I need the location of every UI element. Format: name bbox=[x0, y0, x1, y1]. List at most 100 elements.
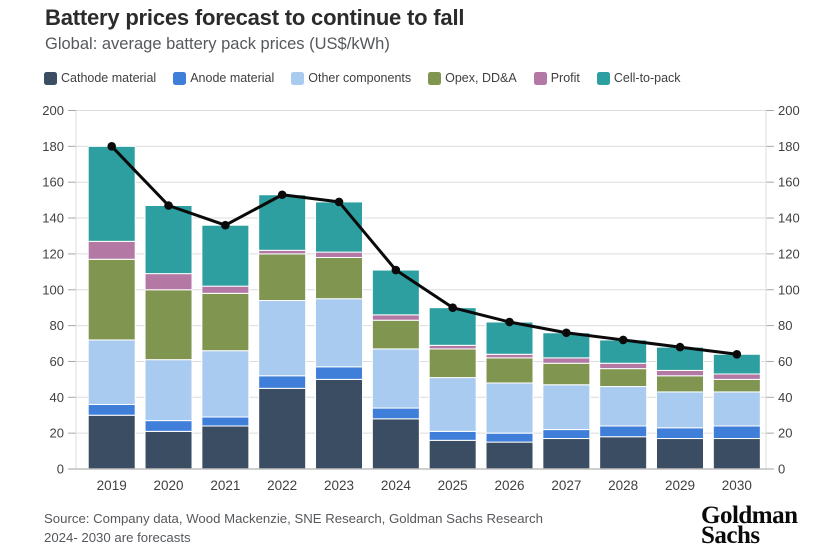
x-axis-label: 2028 bbox=[608, 478, 638, 493]
x-axis-label: 2022 bbox=[267, 478, 297, 493]
logo-line-1: Goldman bbox=[701, 502, 798, 529]
legend-label: Anode material bbox=[190, 71, 275, 85]
bar-segment-2027-1 bbox=[542, 429, 591, 440]
y-axis-label-left: 100 bbox=[42, 282, 64, 297]
bar-segment-2028-0 bbox=[599, 436, 648, 470]
bar-segment-2028-2 bbox=[599, 386, 648, 427]
bar-segment-2023-3 bbox=[315, 256, 364, 300]
bar-segment-2022-4 bbox=[258, 249, 307, 255]
x-axis-label: 2019 bbox=[97, 478, 127, 493]
legend-swatch-icon bbox=[291, 71, 305, 85]
legend: Cathode material Anode material Other comp… bbox=[44, 71, 681, 85]
logo-line-2: Sachs bbox=[701, 522, 760, 549]
bar-segment-2023-4 bbox=[315, 251, 364, 258]
bar-segment-2024-0 bbox=[371, 418, 420, 470]
bar-segment-2019-4 bbox=[87, 240, 136, 260]
x-axis-label: 2030 bbox=[722, 478, 752, 493]
bar-segment-2030-0 bbox=[712, 438, 761, 470]
bar-segment-2027-0 bbox=[542, 438, 591, 470]
line-marker-2029 bbox=[675, 342, 685, 352]
y-axis-label-right: 100 bbox=[778, 282, 800, 297]
y-axis-label-right: 20 bbox=[778, 426, 792, 441]
line-marker-2022 bbox=[277, 190, 287, 200]
legend-swatch-icon bbox=[428, 71, 442, 85]
bar-segment-2026-2 bbox=[485, 382, 534, 434]
line-marker-2030 bbox=[732, 349, 742, 359]
bar-segment-2027-4 bbox=[542, 357, 591, 364]
bar-segment-2029-1 bbox=[656, 427, 704, 440]
line-marker-2026 bbox=[505, 317, 514, 327]
y-axis-label-right: 180 bbox=[778, 139, 800, 154]
y-axis-label-right: 40 bbox=[778, 390, 792, 405]
legend-label: Cell-to-pack bbox=[613, 71, 681, 85]
bar-segment-2030-4 bbox=[712, 373, 761, 380]
legend-item-0: Cathode material bbox=[44, 71, 156, 85]
bar-segment-2023-0 bbox=[315, 378, 364, 470]
y-axis-label-right: 140 bbox=[778, 211, 800, 226]
bar-segment-2024-4 bbox=[371, 314, 420, 321]
bar-segment-2019-5 bbox=[87, 145, 136, 242]
bar-segment-2023-1 bbox=[315, 366, 364, 380]
y-axis-label-left: 140 bbox=[42, 211, 64, 226]
bar-segment-2023-2 bbox=[315, 298, 364, 368]
bar-segment-2028-1 bbox=[599, 425, 648, 438]
x-axis-label: 2025 bbox=[438, 478, 468, 493]
source-note: Source: Company data, Wood Mackenzie, SN… bbox=[44, 509, 543, 547]
bar-segment-2021-2 bbox=[201, 350, 250, 418]
line-marker-2024 bbox=[391, 265, 401, 275]
legend-swatch-icon bbox=[173, 71, 187, 85]
line-marker-2020 bbox=[164, 201, 173, 210]
bar-segment-2028-3 bbox=[599, 368, 648, 388]
y-axis-label-left: 180 bbox=[42, 139, 64, 154]
bar-segment-2024-1 bbox=[371, 407, 420, 420]
legend-item-4: Profit bbox=[533, 71, 580, 85]
legend-item-1: Anode material bbox=[173, 71, 274, 85]
bar-segment-2020-3 bbox=[144, 289, 193, 361]
bar-segment-2022-2 bbox=[258, 300, 307, 377]
bar-segment-2030-3 bbox=[712, 378, 761, 393]
y-axis-label-right: 80 bbox=[778, 318, 792, 333]
bar-segment-2020-5 bbox=[144, 205, 193, 275]
bar-segment-2029-2 bbox=[656, 391, 704, 429]
bar-segment-2019-0 bbox=[87, 414, 136, 470]
bar-segment-2026-0 bbox=[485, 441, 534, 470]
bar-segment-2029-4 bbox=[656, 369, 704, 377]
y-axis-label-right: 200 bbox=[778, 103, 800, 118]
bar-segment-2021-4 bbox=[201, 285, 250, 294]
bar-segment-2024-2 bbox=[371, 348, 420, 409]
bar-segment-2021-1 bbox=[201, 416, 250, 427]
legend-label: Cathode material bbox=[61, 71, 157, 85]
bar-segment-2025-4 bbox=[428, 344, 477, 350]
bar-segment-2021-3 bbox=[201, 292, 250, 352]
bar-segment-2025-5 bbox=[428, 307, 477, 346]
bar-segment-2027-3 bbox=[542, 362, 591, 386]
y-axis-label-left: 120 bbox=[42, 246, 64, 261]
x-axis-label: 2027 bbox=[551, 478, 581, 493]
y-axis-label-left: 0 bbox=[57, 462, 64, 477]
line-marker-2023 bbox=[334, 197, 344, 207]
bar-segment-2026-1 bbox=[485, 432, 534, 443]
y-axis-label-left: 200 bbox=[42, 103, 64, 118]
chart-title: Battery prices forecast to continue to f… bbox=[45, 5, 465, 30]
legend-item-5: Cell-to-pack bbox=[596, 71, 681, 85]
x-axis-label: 2024 bbox=[381, 478, 412, 493]
legend-swatch-icon bbox=[596, 71, 610, 85]
bar-segment-2020-1 bbox=[144, 420, 193, 432]
x-axis-label: 2023 bbox=[324, 478, 354, 493]
y-axis-label-left: 20 bbox=[50, 426, 64, 441]
y-axis-label-left: 40 bbox=[50, 390, 64, 405]
bar-segment-2022-3 bbox=[258, 253, 307, 302]
source-line-2: 2024- 2030 are forecasts bbox=[44, 530, 191, 545]
line-marker-2025 bbox=[448, 303, 457, 312]
bar-segment-2020-2 bbox=[144, 359, 193, 422]
legend-item-2: Other components bbox=[291, 71, 411, 85]
line-marker-2027 bbox=[562, 328, 571, 338]
bar-segment-2025-2 bbox=[428, 377, 477, 432]
bar-segment-2024-3 bbox=[371, 319, 420, 350]
line-marker-2028 bbox=[618, 335, 628, 345]
bar-segment-2020-0 bbox=[144, 430, 193, 470]
bar-segment-2030-1 bbox=[712, 425, 761, 440]
bar-segment-2029-0 bbox=[656, 438, 704, 470]
bar-segment-2028-4 bbox=[599, 362, 648, 370]
